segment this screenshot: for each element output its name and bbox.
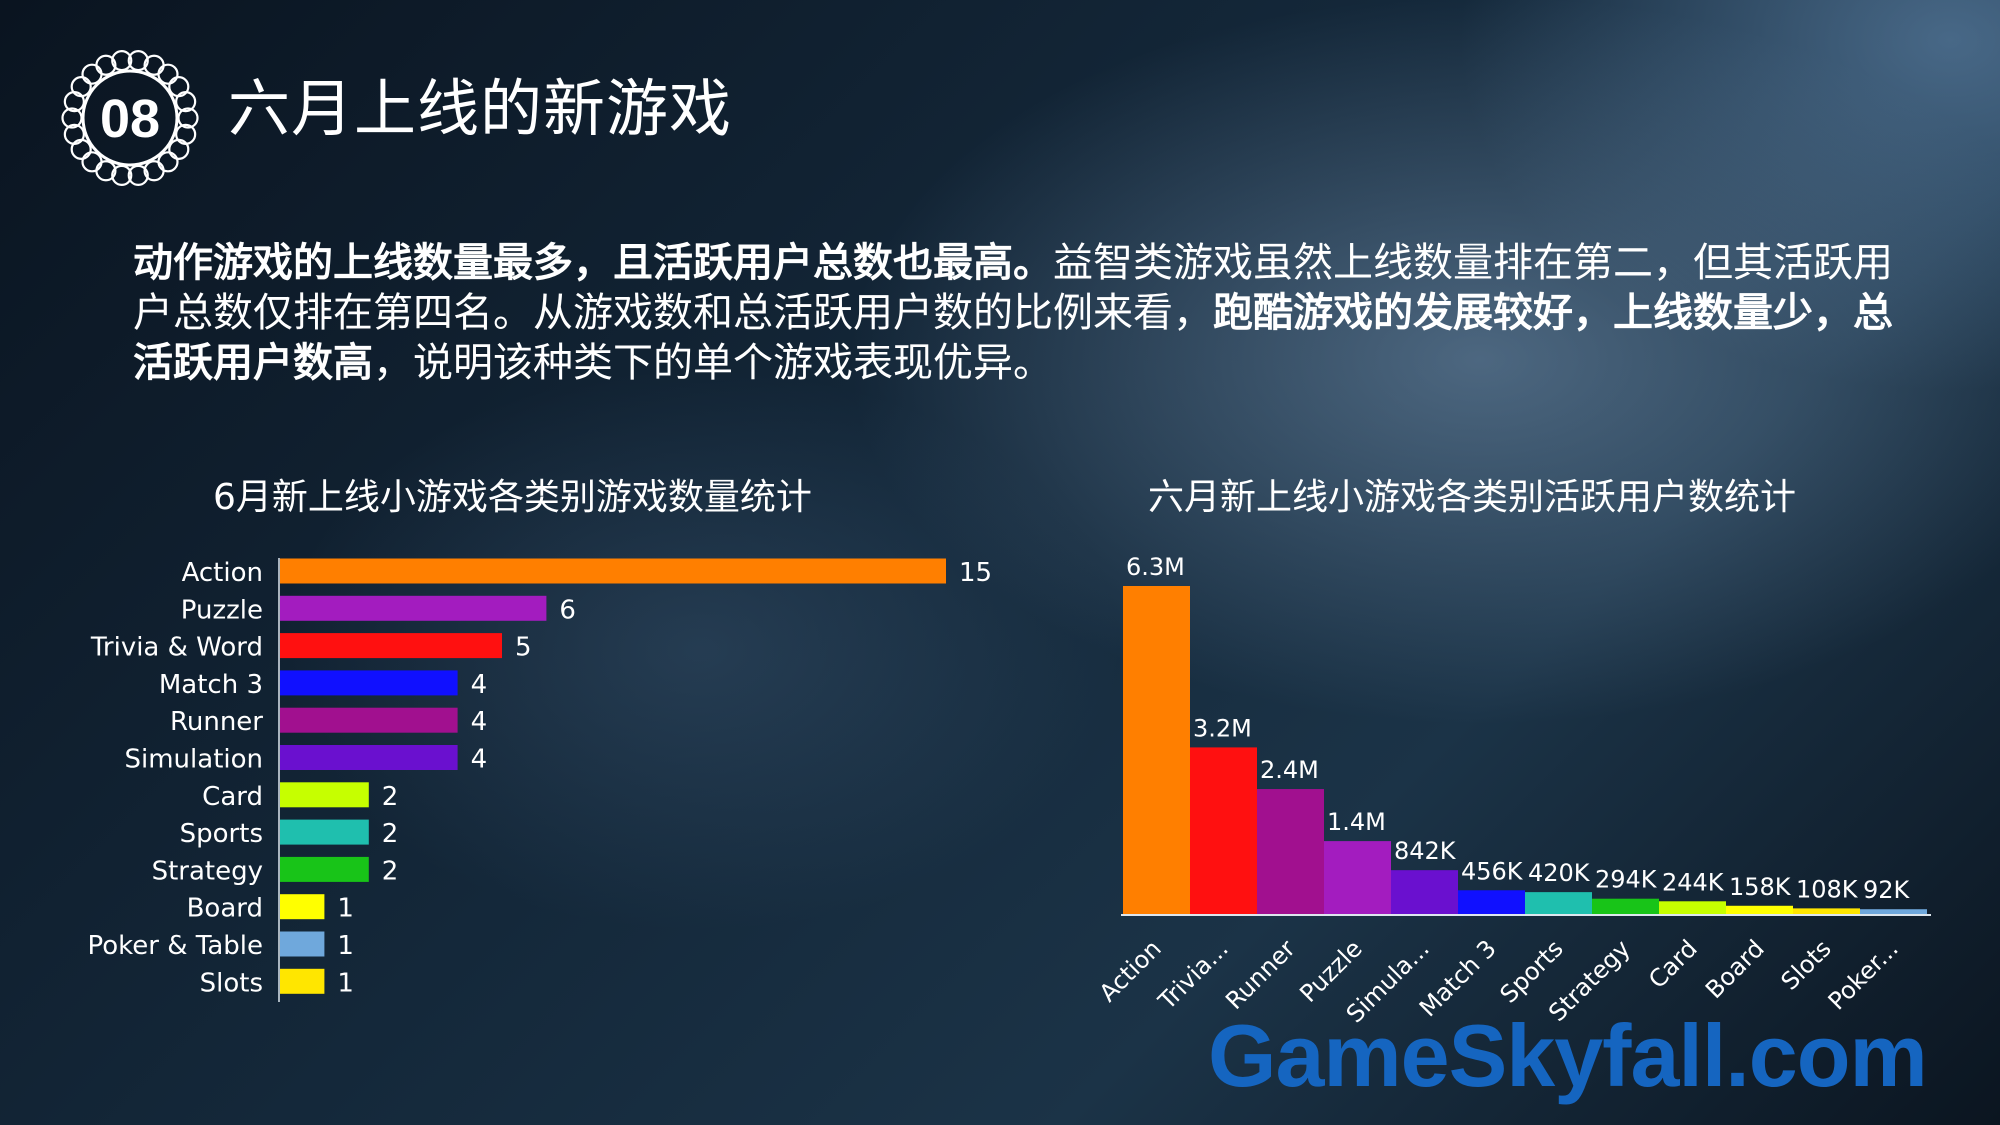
left-value-label: 15 (959, 558, 992, 588)
left-bar (280, 968, 325, 994)
right-category-label: Board (1700, 934, 1770, 1004)
right-chart-title: 六月新上线小游戏各类别活跃用户数统计 (1148, 477, 1797, 518)
left-bar (280, 633, 502, 659)
left-value-label: 4 (471, 745, 488, 775)
right-value-label: 842K (1394, 837, 1457, 865)
left-bar (280, 707, 458, 733)
left-value-label: 6 (559, 595, 576, 625)
left-category-label: Action (182, 558, 263, 588)
left-category-label: Sports (180, 819, 263, 849)
right-bar (1525, 892, 1592, 914)
left-category-label: Strategy (152, 856, 263, 886)
left-bar (280, 856, 369, 882)
left-value-label: 4 (471, 707, 488, 737)
left-category-label: Trivia & Word (90, 633, 263, 663)
right-value-label: 244K (1662, 868, 1725, 896)
left-bar (280, 745, 458, 770)
summary-run: 跑酷游戏的发展较好，上线数量少，总活跃用户数高 (133, 290, 1893, 386)
right-category-label: Card (1643, 934, 1703, 994)
right-category-label: Trivia... (1152, 934, 1233, 1015)
right-value-label: 1.4M (1327, 808, 1386, 836)
left-value-label: 1 (337, 968, 354, 998)
left-value-label: 2 (382, 819, 399, 849)
left-category-label: Card (202, 782, 263, 812)
right-bar (1458, 890, 1525, 914)
left-value-label: 1 (337, 894, 354, 924)
left-bar (280, 595, 547, 621)
left-bar (280, 931, 325, 957)
summary-paragraph: 动作游戏的上线数量最多，且活跃用户总数也最高。益智类游戏虽然上线数量排在第二，但… (133, 238, 1913, 388)
left-value-label: 2 (382, 782, 399, 812)
left-bar (280, 670, 458, 696)
right-value-label: 420K (1528, 859, 1591, 887)
right-bar (1257, 789, 1324, 914)
right-bar (1726, 905, 1793, 914)
left-category-label: Slots (200, 968, 263, 998)
right-value-label: 6.3M (1126, 553, 1185, 581)
right-category-label: Runner (1220, 934, 1301, 1015)
right-category-label: Slots (1776, 934, 1837, 995)
badge-ornament-icon (61, 49, 199, 187)
right-bar (1123, 586, 1190, 914)
left-value-label: 4 (471, 670, 488, 700)
right-value-label: 3.2M (1193, 714, 1252, 742)
active-users-bar-chart: 6.3MAction3.2MTrivia...2.4MRunner1.4MPuz… (1094, 553, 1931, 1028)
right-value-label: 294K (1595, 866, 1658, 894)
left-category-label: Match 3 (159, 670, 263, 700)
right-value-label: 108K (1796, 875, 1859, 903)
badge-number: 08 (100, 89, 160, 149)
right-bar (1324, 841, 1391, 914)
right-category-label: Poker... (1823, 934, 1904, 1015)
left-category-label: Poker & Table (87, 931, 263, 961)
page-title: 六月上线的新游戏 (228, 72, 733, 145)
right-bar (1659, 901, 1726, 914)
watermark-logo: GameSkyfall.com (1208, 1006, 1928, 1105)
left-chart-title: 6月新上线小游戏各类别游戏数量统计 (213, 477, 812, 518)
right-bar (1793, 908, 1860, 914)
summary-run: 益智类游戏虽然上线数量排在第二，但其活跃用户总数仅排在第四名。从游戏数和总活跃用… (133, 240, 1893, 336)
right-bar (1190, 747, 1257, 914)
right-value-label: 2.4M (1260, 756, 1319, 784)
left-category-label: Board (187, 894, 263, 924)
summary-run: 动作游戏的上线数量最多，且活跃用户总数也最高。 (133, 240, 1053, 286)
right-value-label: 158K (1729, 873, 1792, 901)
right-value-label: 92K (1863, 876, 1911, 904)
left-bar (280, 894, 325, 920)
left-category-label: Simulation (125, 745, 264, 775)
left-category-label: Puzzle (181, 595, 263, 625)
left-value-label: 5 (515, 633, 532, 663)
left-bar (280, 558, 946, 584)
right-value-label: 456K (1461, 857, 1524, 885)
summary-run: ，说明该种类下的单个游戏表现优异。 (373, 340, 1053, 386)
left-bar (280, 819, 369, 845)
right-bar (1592, 898, 1659, 914)
left-value-label: 2 (382, 856, 399, 886)
left-category-label: Runner (170, 707, 263, 737)
right-bar (1391, 870, 1458, 914)
right-bar (1860, 909, 1927, 914)
game-count-bar-chart: Action 15 Puzzle 6 Trivia & Word 5 Match 3 4 Run… (87, 558, 992, 1002)
section-number-badge: 08 (61, 49, 199, 187)
left-bar (280, 782, 369, 808)
left-value-label: 1 (337, 931, 354, 961)
